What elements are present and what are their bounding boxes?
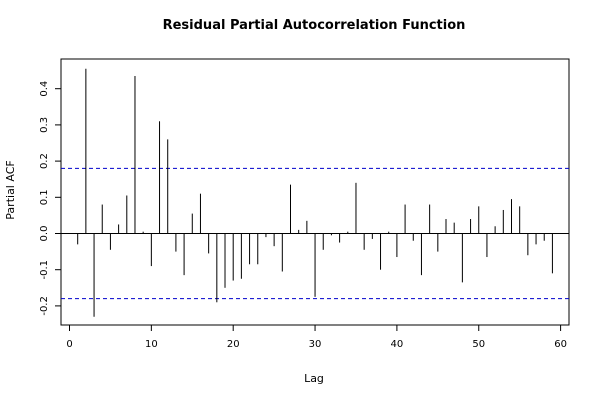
x-tick-label: 10 [145, 339, 158, 350]
y-axis-label: Partial ACF [4, 160, 17, 219]
x-axis: 0 10 20 30 40 50 60 [66, 324, 567, 350]
x-tick-label: 30 [309, 339, 322, 350]
x-tick-label: 0 [66, 339, 72, 350]
x-tick-label: 40 [391, 339, 404, 350]
x-axis-label: Lag [304, 372, 324, 385]
confidence-bounds [61, 167, 569, 300]
x-tick-label: 50 [472, 339, 485, 350]
chart-title: Residual Partial Autocorrelation Functio… [163, 18, 466, 33]
x-tick-label: 60 [554, 339, 567, 350]
y-tick-label: 0.2 [39, 153, 50, 169]
x-tick-label: 20 [227, 339, 240, 350]
y-tick-label: 0.0 [39, 226, 50, 242]
y-tick-label: -0.1 [39, 260, 50, 280]
y-tick-label: 0.3 [39, 117, 50, 133]
y-axis: -0.2 -0.1 0.0 0.1 0.2 0.3 0.4 [39, 81, 62, 316]
pacf-bars [77, 68, 553, 317]
y-tick-label: -0.2 [39, 296, 50, 316]
y-tick-label: 0.4 [39, 81, 50, 97]
y-tick-label: 0.1 [39, 189, 50, 205]
